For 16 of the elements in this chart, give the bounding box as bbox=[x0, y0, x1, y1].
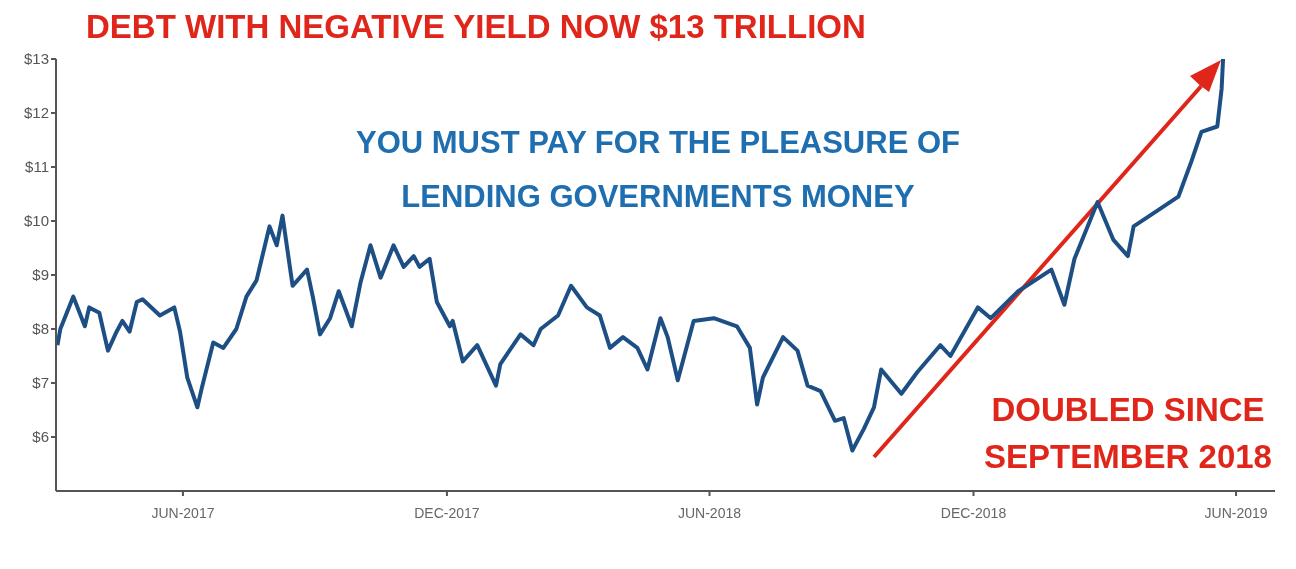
annotation: DOUBLED SINCE SEPTEMBER 2018 bbox=[983, 390, 1273, 477]
y-tick-label: $9 bbox=[32, 266, 49, 284]
x-tick-label: JUN-2017 bbox=[151, 504, 215, 521]
y-tick-label: $11 bbox=[25, 158, 49, 176]
x-tick-label: DEC-2017 bbox=[414, 504, 480, 521]
y-tick-label: $10 bbox=[23, 212, 49, 230]
y-tick-label: $13 bbox=[23, 50, 49, 68]
chart-title: DEBT WITH NEGATIVE YIELD NOW $13 TRILLION bbox=[86, 8, 866, 46]
annotation: YOU MUST PAY FOR THE PLEASURE OF LENDING GOVERNMENTS MONEY bbox=[355, 124, 961, 216]
x-tick-label: JUN-2019 bbox=[1204, 504, 1268, 521]
y-tick-label: $7 bbox=[32, 374, 49, 392]
x-tick-label: JUN-2018 bbox=[677, 504, 742, 521]
y-tick-label: $12 bbox=[23, 104, 49, 122]
y-tick-label: $8 bbox=[32, 320, 49, 338]
x-tick-label: DEC-2018 bbox=[940, 504, 1007, 521]
y-tick-label: $6 bbox=[32, 428, 49, 446]
